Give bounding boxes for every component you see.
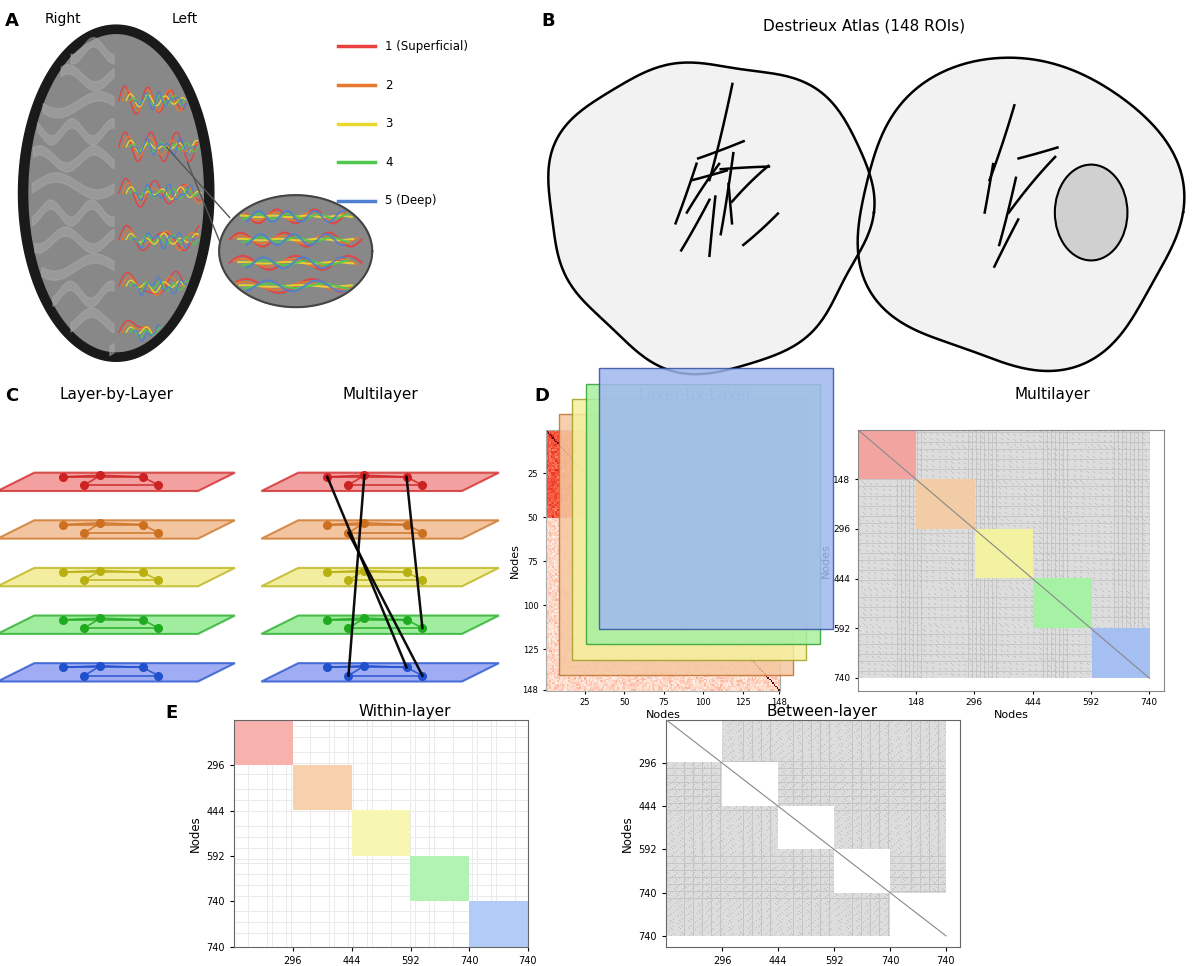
Polygon shape (858, 58, 1184, 371)
Text: Right: Right (46, 13, 82, 26)
Polygon shape (220, 195, 372, 307)
Polygon shape (0, 521, 235, 539)
Polygon shape (262, 615, 499, 634)
Text: Left: Left (172, 13, 198, 26)
Text: Multilayer: Multilayer (1014, 386, 1090, 402)
Text: Layer-by-Layer: Layer-by-Layer (59, 386, 173, 402)
Text: 3: 3 (385, 117, 392, 130)
Polygon shape (262, 472, 499, 491)
Text: B: B (541, 12, 556, 30)
Text: Multilayer: Multilayer (342, 386, 418, 402)
Y-axis label: Nodes: Nodes (821, 543, 830, 578)
Text: 4: 4 (385, 156, 392, 169)
Polygon shape (262, 663, 499, 682)
Polygon shape (18, 25, 214, 361)
Polygon shape (29, 35, 203, 352)
Text: 1 (Superficial): 1 (Superficial) (385, 40, 468, 53)
Polygon shape (262, 568, 499, 586)
Text: Layer-by-Layer: Layer-by-Layer (640, 386, 754, 402)
Text: 2: 2 (385, 78, 392, 92)
Ellipse shape (1055, 164, 1128, 261)
Y-axis label: Nodes: Nodes (622, 814, 634, 852)
Text: A: A (5, 12, 19, 30)
Text: 5 (Deep): 5 (Deep) (385, 194, 437, 208)
Polygon shape (548, 63, 875, 374)
Text: D: D (535, 386, 550, 405)
Polygon shape (0, 568, 235, 586)
Polygon shape (0, 663, 235, 682)
Y-axis label: Nodes: Nodes (190, 814, 202, 852)
Polygon shape (0, 472, 235, 491)
Polygon shape (262, 521, 499, 539)
X-axis label: Nodes: Nodes (994, 710, 1028, 720)
Text: Between-layer: Between-layer (767, 703, 877, 719)
Text: E: E (164, 703, 178, 722)
Y-axis label: Nodes: Nodes (510, 543, 520, 578)
Text: C: C (5, 386, 18, 405)
Text: Destrieux Atlas (148 ROIs): Destrieux Atlas (148 ROIs) (763, 19, 965, 34)
Text: Within-layer: Within-layer (359, 703, 451, 719)
Polygon shape (0, 615, 235, 634)
X-axis label: Nodes: Nodes (646, 710, 680, 720)
